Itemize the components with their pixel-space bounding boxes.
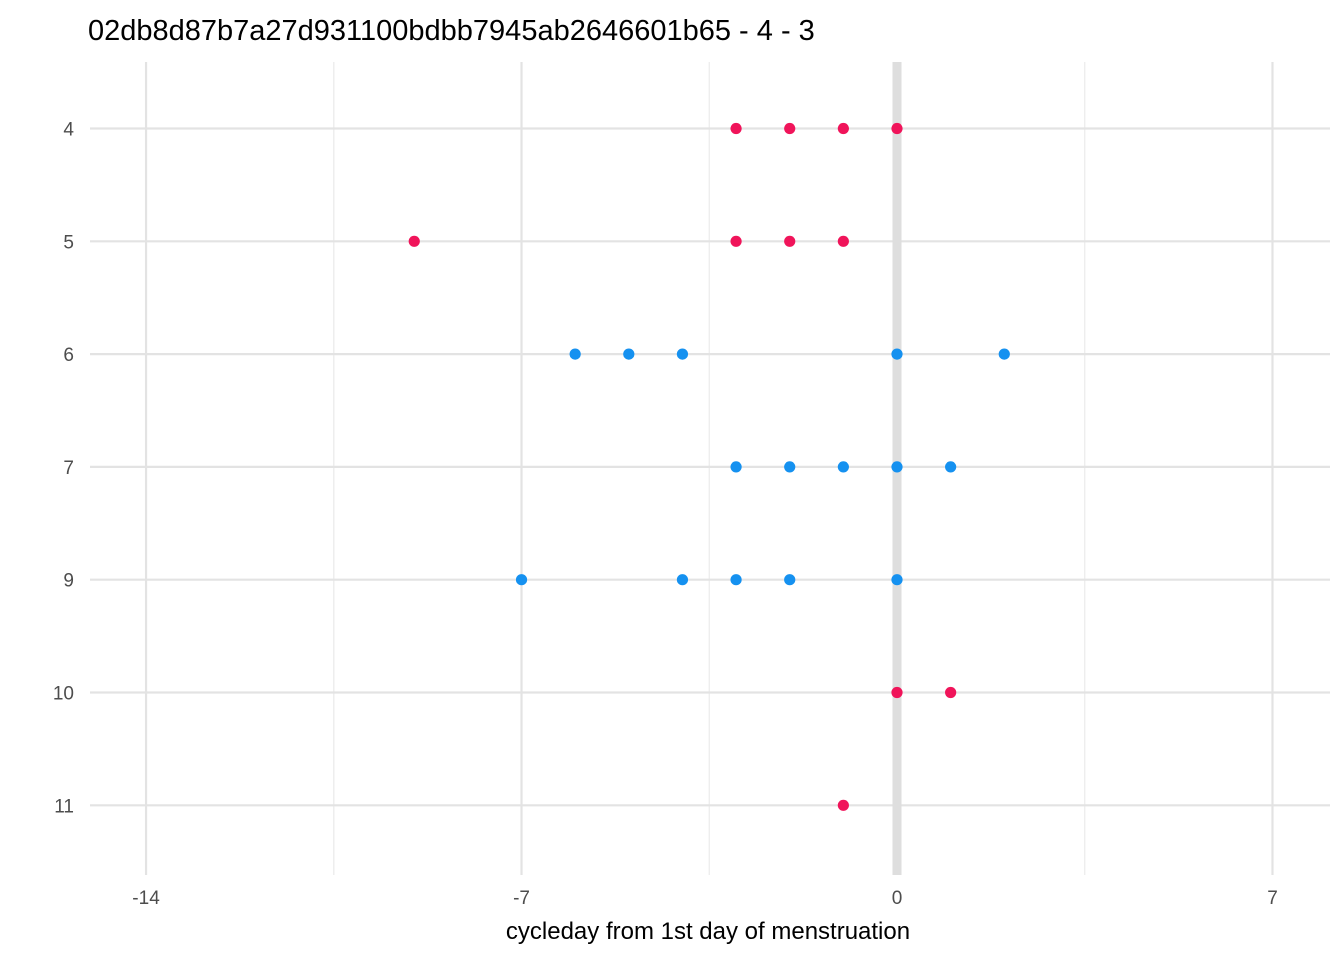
- data-point: [730, 574, 742, 586]
- y-tick-label: 9: [63, 571, 74, 592]
- x-tick-label: -14: [132, 888, 160, 909]
- x-axis-tick-labels: -14 -7 0 7: [132, 888, 1277, 909]
- data-point: [837, 122, 849, 135]
- grid-lines: [90, 62, 1330, 875]
- data-point: [730, 235, 742, 247]
- data-point: [837, 461, 849, 473]
- data-point: [515, 574, 528, 586]
- data-point: [408, 235, 420, 247]
- data-point: [676, 348, 689, 360]
- x-tick-label: 0: [892, 888, 903, 909]
- x-tick-label: -7: [513, 888, 530, 909]
- data-point: [891, 122, 903, 135]
- data-point: [784, 235, 796, 247]
- data-point: [676, 574, 689, 586]
- data-point: [784, 574, 796, 586]
- data-point: [837, 799, 849, 811]
- y-tick-label: 7: [63, 458, 74, 479]
- data-point: [569, 348, 581, 360]
- x-tick-label: 7: [1267, 888, 1278, 909]
- y-tick-label: 10: [53, 684, 74, 705]
- x-axis-label: cycleday from 1st day of menstruation: [506, 918, 910, 945]
- data-point: [784, 461, 796, 473]
- y-axis-tick-labels: 4 5 6 7 9 10 11: [53, 120, 75, 818]
- data-point: [891, 686, 903, 699]
- y-tick-label: 5: [63, 232, 74, 253]
- chart-title: 02db8d87b7a27d931100bdbb7945ab2646601b65…: [88, 15, 815, 47]
- data-point: [945, 686, 957, 699]
- y-tick-label: 6: [63, 345, 74, 366]
- data-point: [784, 122, 796, 135]
- data-point: [730, 461, 742, 473]
- data-point: [998, 348, 1010, 360]
- data-point: [945, 461, 957, 473]
- y-tick-label: 11: [54, 796, 74, 817]
- data-points: [408, 122, 1010, 811]
- y-tick-label: 4: [63, 120, 74, 141]
- data-point: [891, 348, 903, 360]
- data-point: [891, 574, 903, 586]
- data-point: [730, 122, 742, 135]
- data-point: [623, 348, 635, 360]
- data-point: [891, 461, 903, 473]
- data-point: [837, 235, 849, 247]
